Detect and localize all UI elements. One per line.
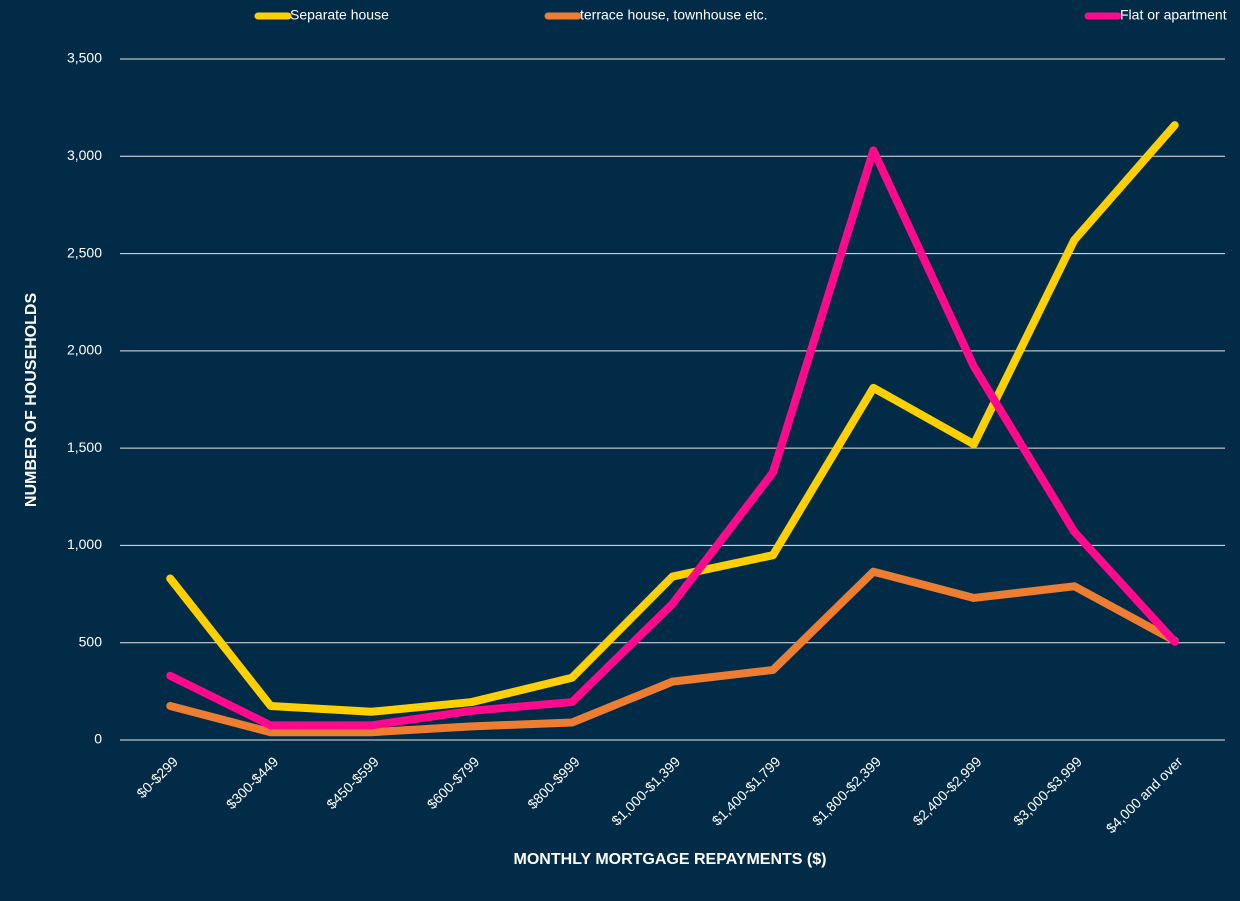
x-tick-label: $600-$799	[424, 753, 483, 812]
x-tick-label: $2,400-$2,999	[909, 753, 984, 828]
x-tick-label: $0-$299	[133, 753, 181, 801]
y-tick-label: 0	[94, 731, 102, 747]
legend-label: Flat or apartment	[1120, 7, 1227, 23]
legend-label: Separate house	[290, 7, 389, 23]
y-tick-label: 500	[79, 633, 103, 649]
x-tick-label: $300-$449	[223, 753, 282, 812]
x-tick-label: $4,000 and over	[1103, 753, 1186, 836]
x-tick-label: $1,400-$1,799	[709, 753, 784, 828]
line-series	[166, 146, 1179, 730]
x-tick-label: $1,000-$1,399	[608, 753, 683, 828]
x-tick-label: $450-$599	[323, 753, 382, 812]
x-axis-title: MONTHLY MORTGAGE REPAYMENTS ($)	[514, 851, 827, 868]
legend-label: terrace house, townhouse etc.	[580, 7, 768, 23]
y-axis-title: NUMBER OF HOUSEHOLDS	[23, 293, 40, 508]
x-tick-label: $1,800-$2,399	[809, 753, 884, 828]
y-tick-label: 2,500	[67, 244, 102, 260]
x-tick-label: $3,000-$3,999	[1010, 753, 1085, 828]
x-tick-label: $800-$999	[524, 753, 583, 812]
line-series	[166, 121, 1179, 716]
y-tick-label: 3,000	[67, 147, 102, 163]
y-tick-label: 1,500	[67, 439, 102, 455]
y-tick-label: 1,000	[67, 536, 102, 552]
line-series	[166, 567, 1179, 737]
y-tick-label: 3,500	[67, 50, 102, 66]
y-tick-label: 2,000	[67, 342, 102, 358]
